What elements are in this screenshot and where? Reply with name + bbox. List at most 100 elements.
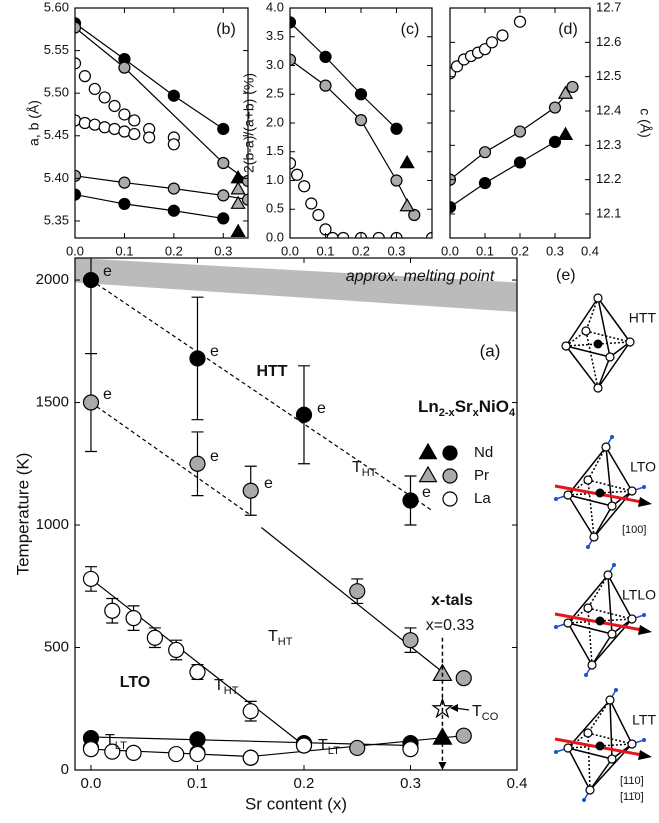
rotation-arrow-tip: [586, 545, 590, 549]
y-tick-label: 12.4: [596, 102, 621, 117]
annotation-text: T: [268, 628, 278, 645]
octahedron-edge: [597, 297, 631, 343]
circle-marker: [118, 176, 131, 189]
fit-line: [90, 402, 252, 516]
panel-label: (d): [558, 21, 578, 38]
y-tick-label: 0.0: [266, 229, 284, 244]
circle-marker: [217, 122, 230, 136]
octahedron-edge: [597, 341, 631, 389]
annotation-sub: HT: [224, 685, 239, 697]
annotation: THT: [268, 628, 293, 648]
annotation: TLT: [105, 732, 127, 752]
octahedron-edge: [587, 607, 593, 666]
x-tick-label: 0.0: [66, 243, 84, 258]
circle-marker: [78, 70, 91, 83]
rotation-arrow-tip: [642, 738, 646, 742]
y-axis-label: Temperature (K): [13, 453, 32, 576]
rotation-arrow-tip: [642, 485, 646, 489]
x-tick-label: 0.1: [115, 243, 133, 258]
octahedron-edge: [567, 446, 607, 496]
frame: [449, 7, 591, 239]
arrowhead: [638, 497, 652, 507]
circle-marker: [125, 610, 142, 627]
circle-marker: [75, 188, 82, 201]
octahedron-edge: [587, 479, 633, 492]
panel-label: (b): [216, 21, 236, 38]
octahedron-edge: [587, 732, 591, 791]
circle-marker: [349, 583, 366, 600]
annotation-text: x-tals: [431, 592, 473, 609]
structure-label: LTT: [632, 712, 656, 728]
x-tick-label: 0.3: [546, 243, 564, 258]
annotation: e: [422, 484, 431, 501]
octahedron-edge: [597, 297, 611, 358]
circle-marker: [319, 79, 332, 92]
annotation-text: T: [352, 459, 362, 476]
oxygen: [627, 486, 637, 496]
nickel: [593, 339, 603, 349]
octahedron-edge: [565, 345, 599, 389]
circle-marker: [75, 57, 82, 70]
annotation: HTT: [256, 363, 287, 380]
legend-title-part: NiO: [479, 397, 509, 416]
annotation: LTO: [120, 674, 151, 691]
circle-marker: [408, 208, 421, 222]
oxygen: [593, 383, 603, 393]
circle-marker: [455, 670, 472, 687]
annotation-text: e: [422, 484, 431, 501]
series-line: [75, 27, 248, 182]
rotation-arrow-tip: [554, 750, 558, 754]
octahedron-edge: [585, 297, 599, 332]
circle-marker: [349, 739, 366, 757]
y-tick-label: 0.5: [266, 201, 284, 216]
x-tick-label: 0.2: [165, 243, 183, 258]
circle-marker: [167, 138, 180, 151]
circle-marker: [442, 468, 458, 484]
y-axis-label: a, b (Å): [26, 100, 42, 146]
annotation-text: e: [210, 448, 219, 465]
circle-marker: [168, 745, 185, 763]
annotation: THT: [352, 459, 377, 479]
circle-marker: [217, 156, 230, 170]
circle-marker: [128, 114, 141, 127]
circle-marker: [104, 743, 121, 760]
circle-marker: [104, 602, 121, 619]
x-tick-label: 0.0: [81, 775, 102, 792]
y-tick-label: 5.40: [44, 170, 69, 185]
annotation-text: x=0.33: [426, 617, 475, 634]
circle-marker: [337, 231, 350, 238]
circle-marker: [242, 482, 259, 499]
legend-title-part: 4: [509, 407, 516, 419]
annotation-text: LTO: [120, 674, 151, 691]
circle-marker: [82, 741, 100, 758]
octahedron-edge: [567, 494, 613, 507]
octahedron-edge: [567, 622, 593, 666]
triangle-marker: [230, 195, 246, 209]
frame: [74, 257, 518, 771]
y-tick-label: 3.0: [266, 57, 284, 72]
x-tick-label: 0.0: [441, 243, 459, 258]
circle-marker: [75, 21, 82, 34]
circle-marker: [290, 53, 297, 66]
axis-label: [100]: [622, 524, 646, 536]
octahedron-edge: [585, 330, 631, 343]
circle-marker: [354, 88, 368, 101]
annotation: e: [103, 386, 112, 403]
oxygen: [587, 660, 597, 670]
frame: [74, 7, 249, 239]
oxygen: [563, 490, 573, 500]
y-axis-label: 2(b-a)/(a+b) (%): [241, 73, 257, 173]
circle-marker: [455, 727, 472, 744]
oxygen: [563, 618, 573, 628]
annotation: e: [264, 475, 273, 492]
circle-marker: [143, 131, 156, 144]
octahedron: [554, 688, 652, 802]
octahedron-edge: [567, 747, 591, 791]
y-tick-label: 5.55: [44, 42, 69, 57]
annotation-text: T: [472, 703, 482, 720]
x-tick-label: 0.2: [352, 243, 370, 258]
circle-marker: [167, 182, 180, 195]
oxygen: [601, 442, 611, 452]
octahedron-edge: [587, 574, 609, 609]
circle-marker: [82, 570, 100, 588]
